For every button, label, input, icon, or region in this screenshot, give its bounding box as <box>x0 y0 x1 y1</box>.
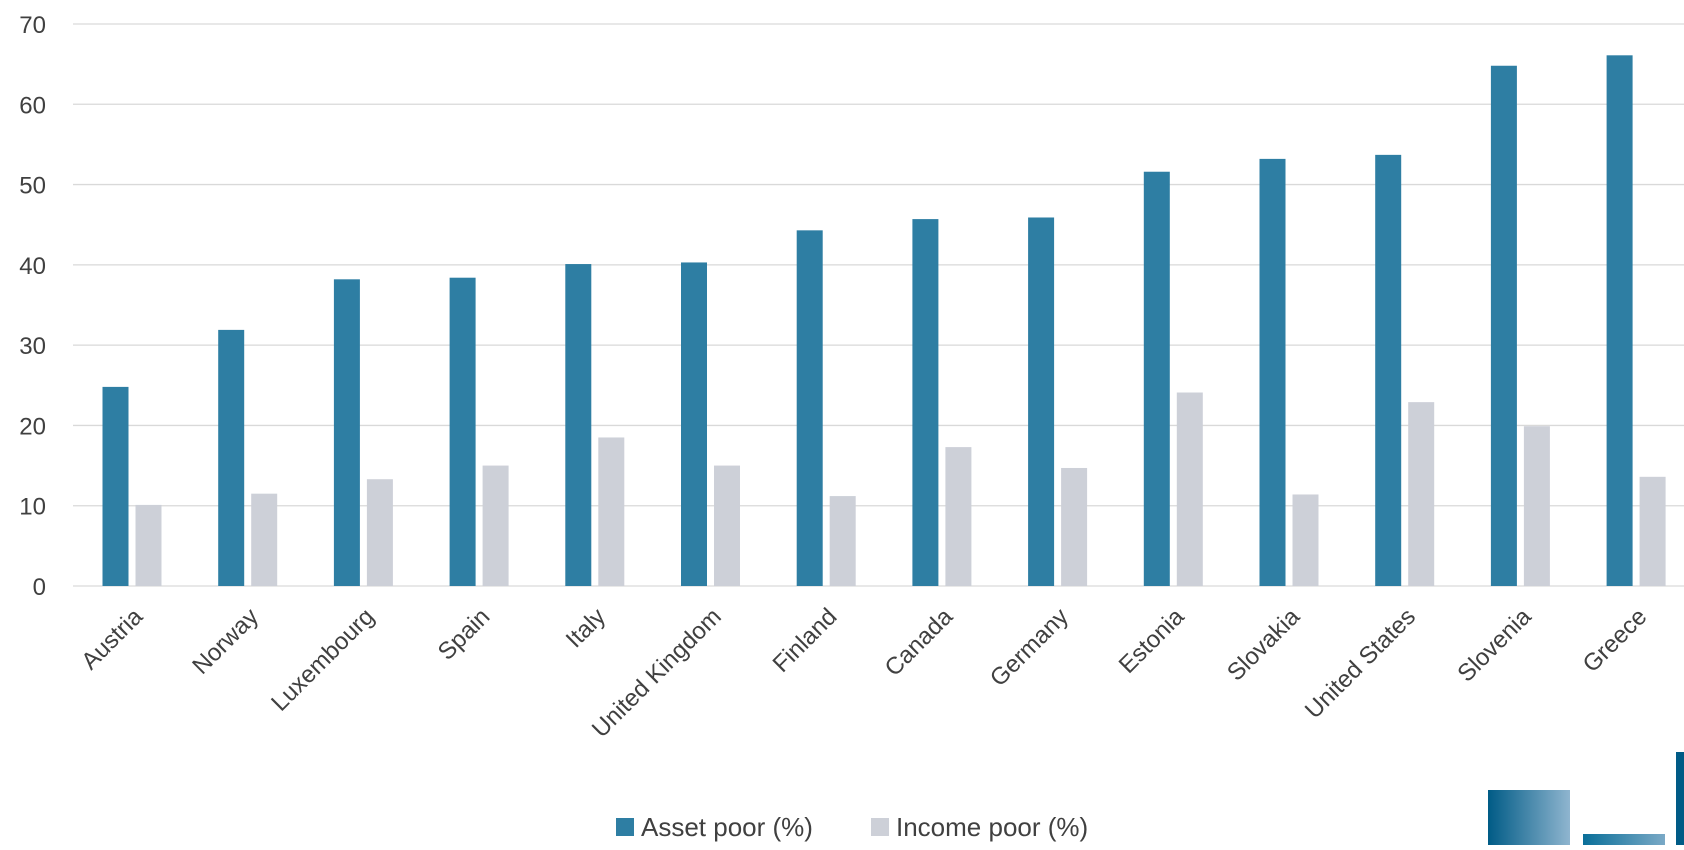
asset-poor-bar <box>1375 154 1402 586</box>
x-tick-label: Spain <box>433 603 496 666</box>
bars <box>102 55 1666 587</box>
asset-poor-bar <box>565 264 592 586</box>
income-poor-bar <box>366 479 393 586</box>
income-poor-bar <box>945 447 972 586</box>
x-tick-label: Italy <box>561 603 611 653</box>
x-tick-label: United States <box>1300 603 1421 724</box>
income-poor-bar <box>1408 402 1435 586</box>
asset-poor-bar <box>218 329 245 586</box>
asset-poor-bar <box>1490 65 1517 586</box>
x-tick-label: Germany <box>985 603 1074 692</box>
gridlines <box>73 23 1684 587</box>
y-tick-label: 10 <box>19 494 46 521</box>
logo-bar-vertical <box>1676 752 1684 845</box>
logo-block-large <box>1488 790 1570 845</box>
income-poor-bar <box>829 496 856 586</box>
asset-poor-bar <box>681 262 707 586</box>
legend-label: Income poor (%) <box>896 812 1088 842</box>
x-tick-label: Estonia <box>1114 603 1190 679</box>
income-poor-bar <box>135 504 162 586</box>
income-poor-bar <box>714 465 740 586</box>
asset-poor-bar <box>1028 217 1055 586</box>
x-axis-ticks: Austria Norway Luxembourg Spain Italy United … <box>76 603 1652 743</box>
income-poor-bar <box>1292 494 1319 586</box>
y-axis-ticks: 0 10 20 30 40 50 60 70 <box>19 12 46 601</box>
income-poor-bar <box>1523 426 1550 586</box>
y-tick-label: 60 <box>19 92 46 119</box>
legend-label: Asset poor (%) <box>641 812 813 842</box>
asset-poor-bar <box>796 230 823 586</box>
y-tick-label: 30 <box>19 333 46 360</box>
y-tick-label: 50 <box>19 173 46 200</box>
asset-poor-bar <box>449 277 476 586</box>
income-poor-bar <box>1639 476 1666 586</box>
asset-poor-bar <box>1143 171 1170 586</box>
asset-poor-bar <box>912 219 939 586</box>
x-tick-label: Greece <box>1578 603 1653 678</box>
income-poor-bar <box>482 465 509 586</box>
x-tick-label: Finland <box>768 603 843 678</box>
income-poor-bar <box>1061 467 1088 586</box>
x-tick-label: Norway <box>187 603 264 680</box>
asset-poor-bar <box>1259 158 1286 586</box>
x-tick-label: Slovenia <box>1452 603 1537 688</box>
asset-poor-bar <box>333 279 360 586</box>
income-poor-bar <box>598 437 625 586</box>
asset-poor-bar <box>1606 55 1633 587</box>
x-tick-label: Slovakia <box>1222 603 1306 687</box>
x-tick-label: Luxembourg <box>266 603 379 716</box>
logo <box>1488 752 1684 845</box>
y-tick-label: 0 <box>33 574 46 601</box>
x-tick-label: Austria <box>76 603 148 675</box>
legend: Asset poor (%) Income poor (%) <box>616 812 1088 842</box>
logo-block-small <box>1583 834 1665 845</box>
asset-poor-bar <box>102 386 129 586</box>
legend-swatch <box>616 818 634 836</box>
income-poor-bar <box>1176 392 1203 586</box>
y-tick-label: 70 <box>19 12 46 39</box>
legend-swatch <box>871 818 889 836</box>
y-tick-label: 20 <box>19 413 46 440</box>
y-tick-label: 40 <box>19 253 46 280</box>
income-poor-bar <box>251 493 278 586</box>
x-tick-label: Canada <box>880 603 959 682</box>
